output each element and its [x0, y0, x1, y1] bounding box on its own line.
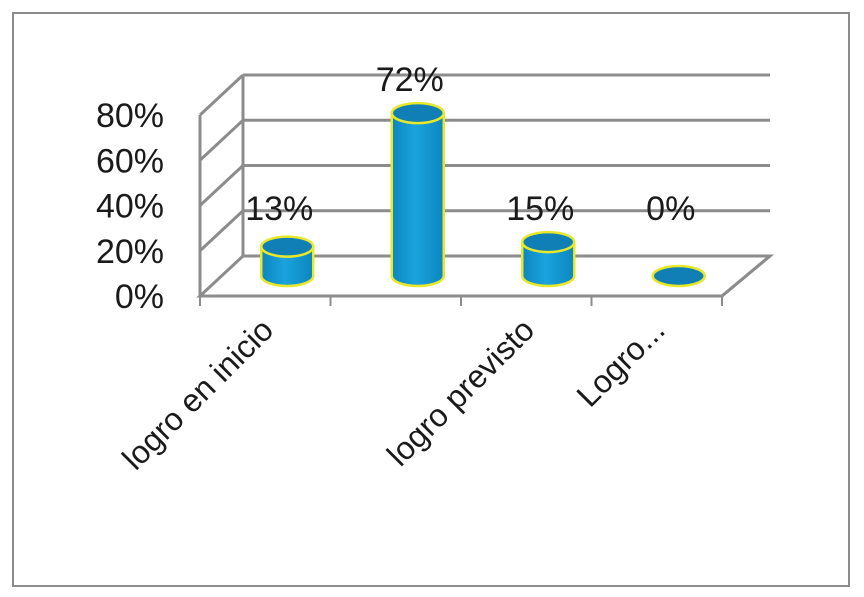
- data-labels: 13% 72% 15% 0%: [245, 61, 695, 228]
- category-label: logro previsto: [380, 311, 541, 472]
- y-tick-label: 80%: [96, 97, 164, 135]
- wall-diagonal: [198, 73, 245, 117]
- wall-diagonal: [198, 164, 245, 207]
- bar-2: [390, 101, 445, 288]
- category-label: Logro...: [570, 311, 672, 413]
- category-labels: logro en inicio logro previsto Logro...: [115, 311, 672, 476]
- y-tick-label: 40%: [96, 188, 164, 226]
- y-axis-ticks: 0% 20% 40% 60% 80%: [96, 97, 164, 316]
- data-label: 15%: [506, 190, 574, 228]
- bar-body: [521, 240, 576, 288]
- y-tick-label: 0%: [115, 278, 164, 316]
- y-tick-label: 60%: [96, 142, 164, 180]
- bar-3: [521, 230, 576, 288]
- bar-top: [390, 101, 445, 125]
- bar-4: [651, 264, 706, 288]
- wall-diagonal: [198, 119, 245, 162]
- floor-right-edge: [721, 254, 771, 298]
- floor: [196, 254, 775, 298]
- bar-top: [521, 230, 576, 254]
- data-label: 72%: [376, 61, 444, 99]
- bar-1: [260, 235, 315, 288]
- bar-top: [651, 264, 706, 288]
- bar-body: [390, 111, 445, 288]
- data-label: 0%: [646, 190, 695, 228]
- grid-layer: [196, 73, 775, 306]
- category-label: logro en inicio: [115, 311, 280, 476]
- bars: [260, 101, 706, 288]
- y-tick-label: 20%: [96, 233, 164, 271]
- bar-top: [260, 235, 315, 258]
- wall-diagonal: [198, 209, 245, 252]
- data-label: 13%: [245, 190, 313, 228]
